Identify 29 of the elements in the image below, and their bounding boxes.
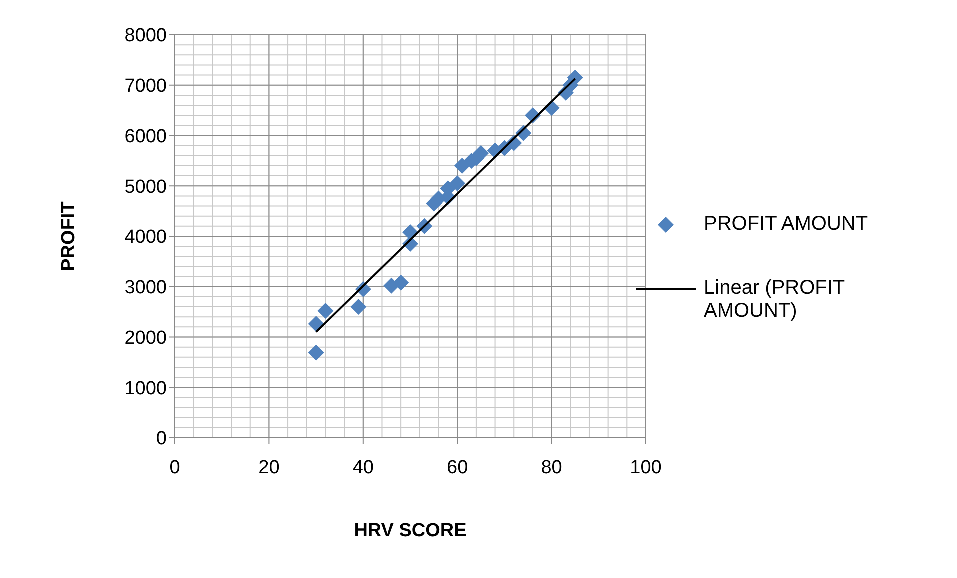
x-tick-label: 0: [170, 457, 180, 478]
x-tick-label: 80: [541, 457, 562, 478]
point: [318, 303, 334, 320]
point: [402, 224, 418, 240]
point: [450, 176, 466, 192]
y-tick-label: 4000: [124, 227, 167, 248]
y-tick-label: 8000: [124, 26, 167, 47]
y-tick-label: 6000: [124, 126, 167, 148]
x-tick-label: 60: [447, 457, 468, 478]
legend-label: Linear (PROFIT AMOUNT): [704, 277, 846, 323]
point: [473, 145, 490, 162]
y-tick-label: 1000: [124, 378, 167, 400]
point: [308, 344, 324, 361]
y-tick-label: 3000: [124, 278, 167, 299]
y-tick-label: 0: [156, 428, 167, 450]
x-tick-label: 100: [630, 457, 662, 478]
y-tick-label: 2000: [124, 328, 167, 349]
point: [393, 274, 410, 291]
point: [308, 316, 324, 332]
x-axis-title: HRV SCORE: [354, 520, 467, 542]
legend-label: PROFIT AMOUNT: [704, 213, 868, 236]
y-axis-title: PROFIT: [58, 201, 80, 272]
y-tick-label: 5000: [124, 176, 167, 198]
x-tick-label: 20: [258, 457, 280, 478]
point: [350, 299, 367, 316]
y-tick-label: 7000: [124, 76, 167, 98]
point: [454, 158, 470, 174]
x-tick-label: 40: [352, 457, 374, 478]
point: [567, 70, 584, 86]
